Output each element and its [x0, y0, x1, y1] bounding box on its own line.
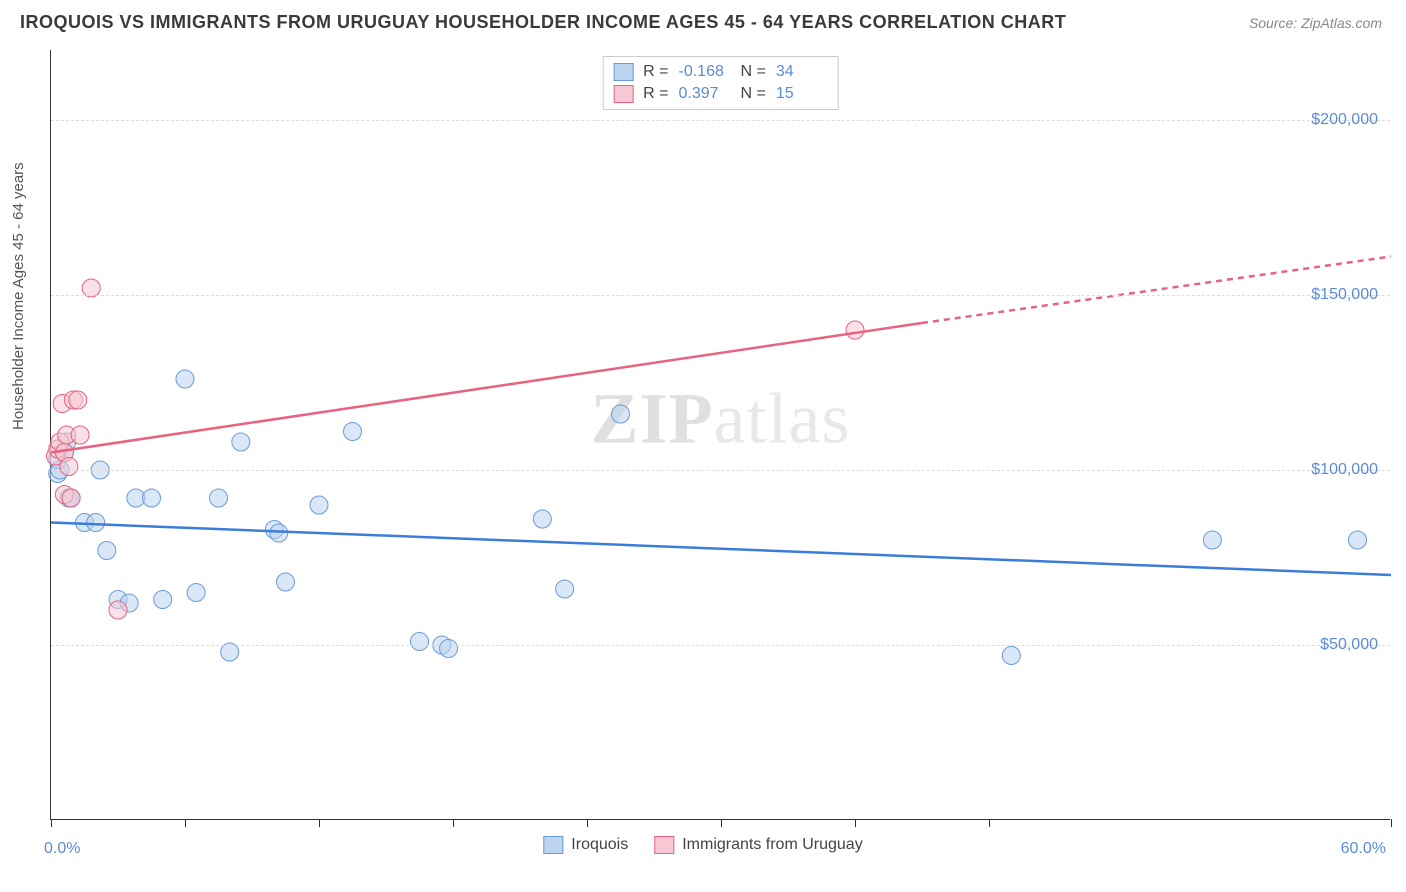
- trend-line: [51, 523, 1391, 576]
- data-point: [154, 591, 172, 609]
- legend-swatch: [654, 836, 674, 854]
- data-point: [210, 489, 228, 507]
- source-attribution: Source: ZipAtlas.com: [1249, 15, 1382, 31]
- legend-item: Iroquois: [543, 836, 628, 854]
- data-point: [1203, 531, 1221, 549]
- y-tick-label: $100,000: [1311, 461, 1378, 479]
- legend-label: Immigrants from Uruguay: [682, 836, 863, 854]
- gridline: [51, 470, 1390, 471]
- x-tick: [51, 819, 52, 827]
- legend-swatch: [543, 836, 563, 854]
- data-point: [440, 640, 458, 658]
- chart-plot-area: ZIPatlas R = -0.168 N = 34 R = 0.397 N =…: [50, 50, 1390, 820]
- y-tick-label: $200,000: [1311, 111, 1378, 129]
- x-tick: [185, 819, 186, 827]
- gridline: [51, 295, 1390, 296]
- x-tick: [855, 819, 856, 827]
- x-tick: [587, 819, 588, 827]
- data-point: [71, 426, 89, 444]
- data-point: [187, 584, 205, 602]
- data-point: [143, 489, 161, 507]
- data-point: [69, 391, 87, 409]
- y-axis-label: Householder Income Ages 45 - 64 years: [10, 162, 27, 430]
- data-point: [98, 542, 116, 560]
- data-point: [232, 433, 250, 451]
- x-tick: [453, 819, 454, 827]
- data-point: [344, 423, 362, 441]
- data-point: [109, 601, 127, 619]
- chart-title: IROQUOIS VS IMMIGRANTS FROM URUGUAY HOUS…: [20, 12, 1066, 33]
- x-tick: [319, 819, 320, 827]
- gridline: [51, 645, 1390, 646]
- data-point: [556, 580, 574, 598]
- y-tick-label: $50,000: [1320, 636, 1378, 654]
- data-point: [612, 405, 630, 423]
- data-point: [1349, 531, 1367, 549]
- legend-item: Immigrants from Uruguay: [654, 836, 863, 854]
- legend-label: Iroquois: [571, 836, 628, 854]
- data-point: [411, 633, 429, 651]
- x-axis-min-label: 0.0%: [44, 840, 80, 858]
- series-legend: Iroquois Immigrants from Uruguay: [543, 836, 862, 854]
- x-tick: [721, 819, 722, 827]
- chart-header: IROQUOIS VS IMMIGRANTS FROM URUGUAY HOUS…: [0, 0, 1406, 41]
- gridline: [51, 120, 1390, 121]
- data-point: [60, 458, 78, 476]
- data-point: [270, 524, 288, 542]
- scatter-svg: [51, 50, 1390, 819]
- data-point: [277, 573, 295, 591]
- data-point: [87, 514, 105, 532]
- data-point: [846, 321, 864, 339]
- y-tick-label: $150,000: [1311, 286, 1378, 304]
- data-point: [533, 510, 551, 528]
- data-point: [176, 370, 194, 388]
- x-tick: [1391, 819, 1392, 827]
- x-tick: [989, 819, 990, 827]
- data-point: [310, 496, 328, 514]
- data-point: [1002, 647, 1020, 665]
- x-axis-max-label: 60.0%: [1341, 840, 1386, 858]
- data-point: [62, 489, 80, 507]
